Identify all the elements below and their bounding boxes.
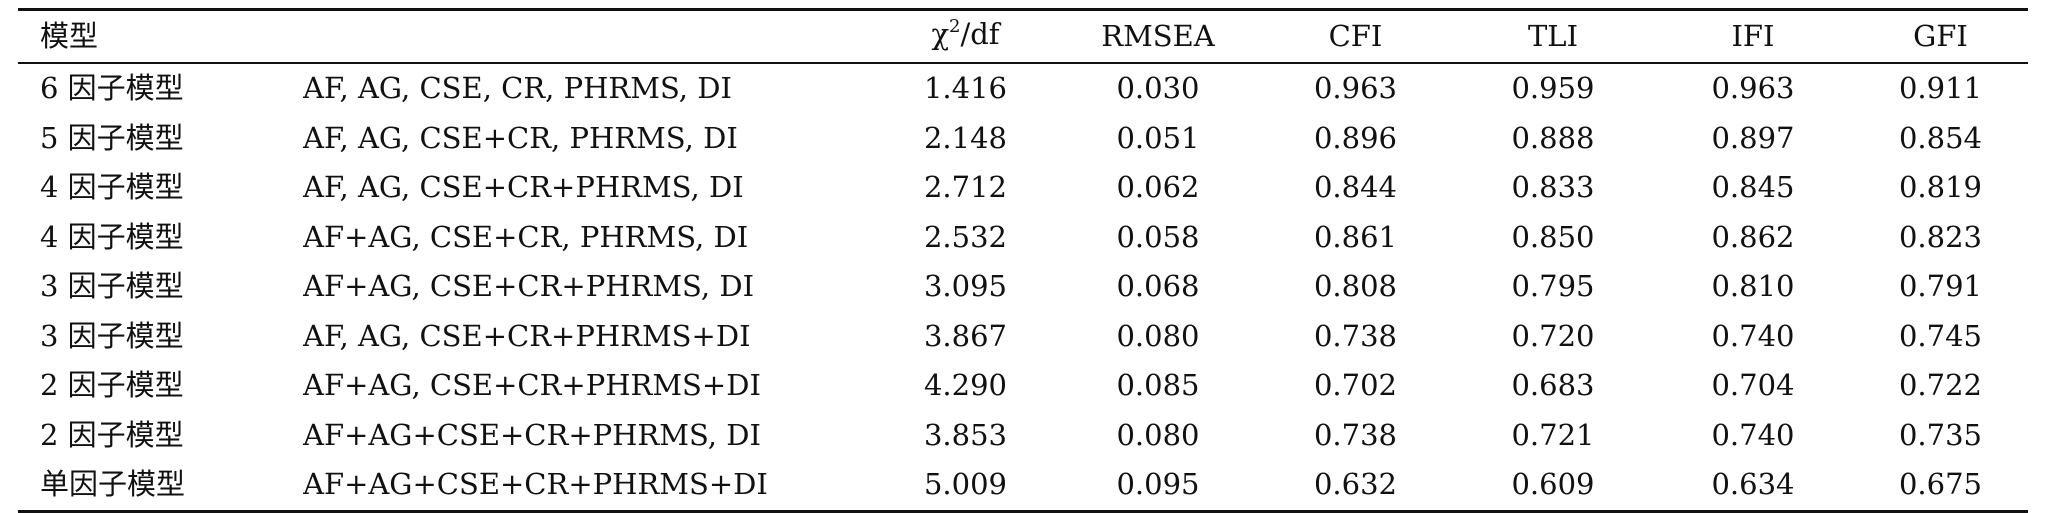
cell-cfi: 0.808	[1313, 269, 1398, 303]
cell-tli: 0.683	[1511, 368, 1595, 402]
cell-gfi: 0.911	[1898, 71, 1983, 105]
cell-chi2df: 2.148	[923, 120, 1008, 155]
cell-ifi: 0.740	[1711, 417, 1795, 452]
chi-superscript: 2	[949, 16, 961, 37]
cell-rmsea: 0.085	[1116, 368, 1200, 402]
cell-rmsea: 0.058	[1116, 219, 1200, 254]
cell-chi2df: 3.867	[923, 318, 1008, 353]
cell-rmsea: 0.080	[1116, 417, 1200, 452]
cell-ifi: 0.862	[1711, 219, 1795, 254]
cell-gfi: 0.722	[1898, 368, 1983, 402]
model-fit-table: 模型 χ2/df RMSEA CFI TLI IFI GFI 6 因子模	[18, 8, 2028, 513]
fit-indices-body: 6 因子模型 AF, AG, CSE, CR, PHRMS, DI 1.416 …	[18, 64, 2028, 510]
cell-chi2df: 3.095	[923, 269, 1008, 303]
cell-ifi: 0.845	[1711, 170, 1795, 204]
cell-tli: 0.720	[1511, 318, 1595, 353]
cell-chi2df: 2.712	[923, 170, 1008, 204]
cell-chi2df: 5.009	[923, 467, 1008, 501]
table-row: 单因子模型 AF+AG+CSE+CR+PHRMS+DI 5.009 0.095 …	[18, 460, 2028, 510]
table-row: 5 因子模型 AF, AG, CSE+CR, PHRMS, DI 2.148 0…	[18, 114, 2028, 164]
chi-suffix: /df	[960, 17, 1000, 51]
cell-rmsea: 0.062	[1116, 170, 1200, 204]
cell-cfi: 0.738	[1313, 318, 1398, 353]
cell-cfi: 0.963	[1313, 71, 1398, 105]
header-rmsea: RMSEA	[1101, 19, 1215, 53]
fit-indices-table: 模型 χ2/df RMSEA CFI TLI IFI GFI	[18, 11, 2028, 62]
cell-factors: AF+AG, CSE+CR, PHRMS, DI	[303, 219, 749, 254]
table-row: 2 因子模型 AF+AG+CSE+CR+PHRMS, DI 3.853 0.08…	[18, 411, 2028, 461]
cell-chi2df: 3.853	[923, 417, 1008, 452]
cell-gfi: 0.791	[1898, 269, 1983, 303]
cell-model: 5 因子模型	[40, 120, 184, 155]
cell-factors: AF, AG, CSE+CR, PHRMS, DI	[303, 120, 738, 155]
cell-cfi: 0.896	[1313, 120, 1398, 155]
cell-ifi: 0.963	[1711, 71, 1795, 105]
cell-ifi: 0.740	[1711, 318, 1795, 353]
cell-rmsea: 0.095	[1116, 467, 1200, 501]
cell-rmsea: 0.080	[1116, 318, 1200, 353]
cell-model: 3 因子模型	[40, 269, 184, 303]
cell-cfi: 0.702	[1313, 368, 1398, 402]
cell-cfi: 0.738	[1313, 417, 1398, 452]
table-row: 3 因子模型 AF, AG, CSE+CR+PHRMS+DI 3.867 0.0…	[18, 312, 2028, 362]
cell-model: 6 因子模型	[40, 71, 184, 105]
table-header-row: 模型 χ2/df RMSEA CFI TLI IFI GFI	[18, 11, 2028, 62]
table-row: 6 因子模型 AF, AG, CSE, CR, PHRMS, DI 1.416 …	[18, 64, 2028, 114]
header-chi2df: χ2/df	[873, 11, 1058, 62]
cell-factors: AF, AG, CSE, CR, PHRMS, DI	[303, 71, 732, 105]
cell-tli: 0.959	[1511, 71, 1595, 105]
cell-gfi: 0.854	[1898, 120, 1983, 155]
header-cfi: CFI	[1328, 19, 1383, 53]
cell-tli: 0.795	[1511, 269, 1595, 303]
table-row: 2 因子模型 AF+AG, CSE+CR+PHRMS+DI 4.290 0.08…	[18, 361, 2028, 411]
cell-gfi: 0.675	[1898, 467, 1983, 501]
header-gfi: GFI	[1913, 19, 1968, 53]
header-ifi: IFI	[1731, 19, 1775, 53]
table-row: 3 因子模型 AF+AG, CSE+CR+PHRMS, DI 3.095 0.0…	[18, 262, 2028, 312]
header-tli: TLI	[1527, 19, 1579, 53]
cell-model: 4 因子模型	[40, 170, 184, 204]
cell-gfi: 0.745	[1898, 318, 1983, 353]
cell-chi2df: 2.532	[923, 219, 1008, 254]
cell-factors: AF, AG, CSE+CR+PHRMS, DI	[303, 170, 744, 204]
cell-gfi: 0.823	[1898, 219, 1983, 254]
cell-model: 2 因子模型	[40, 368, 184, 402]
cell-factors: AF+AG, CSE+CR+PHRMS+DI	[303, 368, 761, 402]
table-row: 4 因子模型 AF, AG, CSE+CR+PHRMS, DI 2.712 0.…	[18, 163, 2028, 213]
cell-gfi: 0.819	[1898, 170, 1983, 204]
cell-ifi: 0.810	[1711, 269, 1795, 303]
cell-gfi: 0.735	[1898, 417, 1983, 452]
cell-model: 单因子模型	[40, 467, 186, 501]
cell-model: 4 因子模型	[40, 219, 184, 254]
cell-rmsea: 0.068	[1116, 269, 1200, 303]
cell-tli: 0.833	[1511, 170, 1595, 204]
table-row: 4 因子模型 AF+AG, CSE+CR, PHRMS, DI 2.532 0.…	[18, 213, 2028, 263]
cell-ifi: 0.897	[1711, 120, 1795, 155]
cell-model: 3 因子模型	[40, 318, 184, 353]
cell-tli: 0.721	[1511, 417, 1595, 452]
cell-factors: AF+AG+CSE+CR+PHRMS, DI	[303, 417, 761, 452]
cell-chi2df: 1.416	[923, 71, 1008, 105]
cell-rmsea: 0.030	[1116, 71, 1200, 105]
cell-ifi: 0.634	[1711, 467, 1795, 501]
table-header-rule	[18, 62, 2028, 64]
cell-rmsea: 0.051	[1116, 120, 1200, 155]
cell-tli: 0.850	[1511, 219, 1595, 254]
cell-model: 2 因子模型	[40, 417, 184, 452]
cell-tli: 0.609	[1511, 467, 1595, 501]
cell-cfi: 0.861	[1313, 219, 1398, 254]
cell-cfi: 0.844	[1313, 170, 1398, 204]
chi-symbol: χ	[931, 17, 950, 51]
cell-chi2df: 4.290	[923, 368, 1008, 402]
header-factors-blank	[303, 11, 873, 62]
table-top-rule	[18, 8, 2028, 11]
cell-factors: AF, AG, CSE+CR+PHRMS+DI	[303, 318, 751, 353]
cell-factors: AF+AG+CSE+CR+PHRMS+DI	[303, 467, 768, 501]
cell-tli: 0.888	[1511, 120, 1595, 155]
cell-factors: AF+AG, CSE+CR+PHRMS, DI	[303, 269, 755, 303]
table-bottom-rule	[18, 509, 2028, 513]
header-model: 模型	[40, 19, 99, 53]
cell-cfi: 0.632	[1313, 467, 1398, 501]
cell-ifi: 0.704	[1711, 368, 1795, 402]
